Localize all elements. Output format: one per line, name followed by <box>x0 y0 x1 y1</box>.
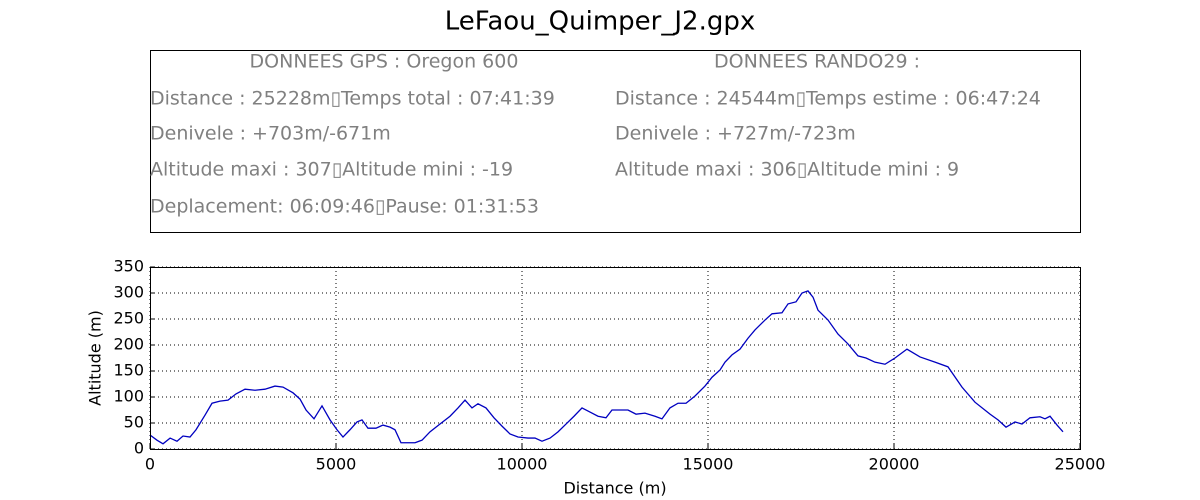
info-line: Altitude maxi : 307▯Altitude mini : -19 <box>150 159 513 181</box>
y-tick-label: 250 <box>113 309 144 328</box>
info-line: Distance : 25228m▯Temps total : 07:41:39 <box>150 88 555 110</box>
x-tick-label: 15000 <box>683 455 734 474</box>
y-tick-label: 100 <box>113 387 144 406</box>
info-line: Denivele : +703m/-671m <box>150 123 391 145</box>
x-tick-label: 25000 <box>1055 455 1106 474</box>
elevation-line <box>149 290 1064 445</box>
plot-frame <box>150 267 1081 450</box>
info-line: Deplacement: 06:09:46▯Pause: 01:31:53 <box>150 196 539 218</box>
y-tick-label: 50 <box>124 413 144 432</box>
info-line: Denivele : +727m/-723m <box>615 123 856 145</box>
x-tick-label: 20000 <box>869 455 920 474</box>
y-tick-label: 0 <box>134 439 144 458</box>
info-line: Distance : 24544m▯Temps estime : 06:47:2… <box>615 88 1041 110</box>
y-tick-label: 200 <box>113 335 144 354</box>
x-tick-label: 0 <box>145 455 155 474</box>
y-tick-label: 300 <box>113 283 144 302</box>
info-box <box>150 50 1081 233</box>
x-axis-label: Distance (m) <box>563 479 666 498</box>
info-header: DONNEES RANDO29 : <box>714 51 920 73</box>
title: LeFaou_Quimper_J2.gpx <box>445 7 755 37</box>
y-tick-label: 350 <box>113 257 144 276</box>
y-axis-label: Altitude (m) <box>86 310 105 406</box>
info-header: DONNEES GPS : Oregon 600 <box>250 51 519 73</box>
x-tick-label: 10000 <box>497 455 548 474</box>
info-line: Altitude maxi : 306▯Altitude mini : 9 <box>615 159 959 181</box>
x-tick-label: 5000 <box>316 455 357 474</box>
y-tick-label: 150 <box>113 361 144 380</box>
